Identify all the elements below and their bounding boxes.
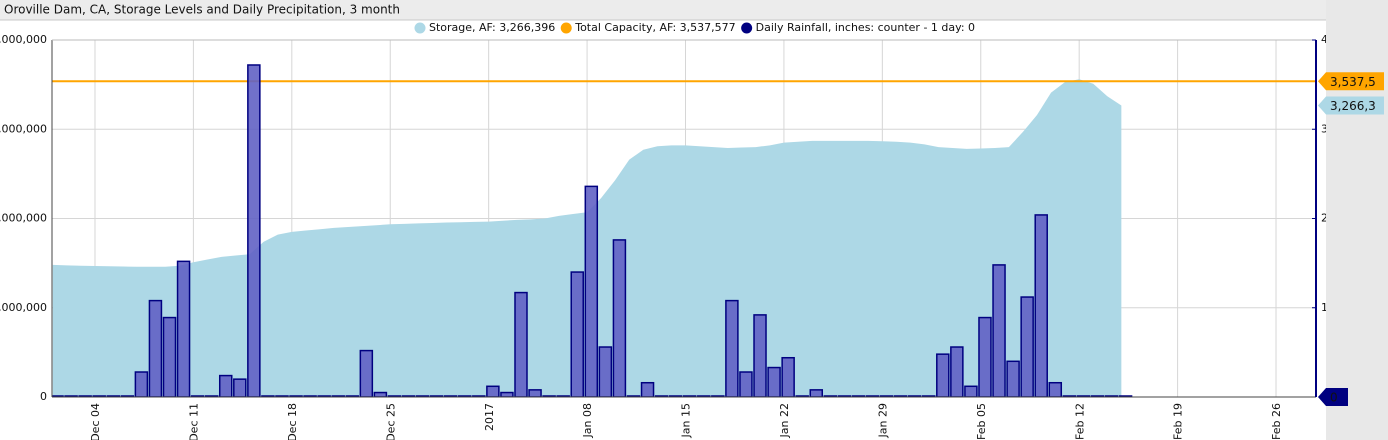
x-tick-label: Jan 15 <box>680 403 693 438</box>
rain-bar <box>978 316 992 397</box>
rain-bar <box>359 349 374 397</box>
y2-tick-label: 3 <box>1321 122 1328 135</box>
legend-label: Daily Rainfall, inches: counter - 1 day:… <box>756 21 975 34</box>
rain-bar <box>148 299 163 397</box>
rain-bar <box>767 366 781 397</box>
value-tag <box>1318 72 1384 91</box>
y-tick-label: 2,000,000 <box>0 212 47 225</box>
x-tick-label: Feb 05 <box>975 403 988 440</box>
x-tick-label: Dec 11 <box>188 403 201 440</box>
value-tag <box>1318 96 1384 115</box>
value-tag-label: 0 <box>1330 391 1338 405</box>
y2-tick-label: 4 <box>1321 33 1328 46</box>
y-tick-label: 4,000,000 <box>0 33 47 46</box>
rain-bar <box>936 353 950 397</box>
rain-bar <box>528 389 542 397</box>
rain-bar <box>612 239 627 397</box>
x-tick-label: Jan 29 <box>876 403 889 438</box>
rain-bar <box>233 378 247 397</box>
title-bar <box>0 0 1326 20</box>
rain-bar <box>570 271 584 397</box>
rain-bar <box>992 264 1006 397</box>
legend-label: Storage, AF: 3,266,396 <box>429 21 555 34</box>
rain-bar <box>1006 360 1020 397</box>
legend-label: Total Capacity, AF: 3,537,577 <box>574 21 735 34</box>
y-tick-label: 1,000,000 <box>0 301 47 314</box>
rain-bar <box>1020 296 1034 397</box>
rain-bar <box>1034 214 1048 397</box>
y-tick-label: 3,000,000 <box>0 122 47 135</box>
y-tick-label: 0 <box>40 390 47 403</box>
rain-bar <box>500 391 514 397</box>
side-panel <box>1326 0 1388 440</box>
legend-marker <box>414 22 426 34</box>
rain-bar <box>1048 381 1063 397</box>
x-tick-label: Jan 22 <box>778 403 791 438</box>
y2-tick-label: 2 <box>1321 212 1328 225</box>
rain-bar <box>950 346 964 397</box>
x-tick-label: Feb 26 <box>1270 403 1283 440</box>
rain-bar <box>176 260 191 397</box>
y2-tick-label: 1 <box>1321 301 1328 314</box>
rain-bar <box>781 356 795 397</box>
value-tag-label: 3,537,5 <box>1330 75 1376 89</box>
rain-bar <box>162 316 177 397</box>
x-tick-label: Dec 18 <box>286 403 299 440</box>
x-tick-label: Feb 19 <box>1172 403 1185 440</box>
rain-bar <box>486 385 500 397</box>
legend-marker <box>741 22 753 34</box>
rain-bar <box>753 314 767 397</box>
x-tick-label: Jan 08 <box>581 403 594 438</box>
rain-bar <box>964 385 978 397</box>
value-tag-label: 3,266,3 <box>1330 99 1376 113</box>
value-tag <box>1318 388 1348 406</box>
rain-bar <box>640 381 655 397</box>
x-tick-label: Dec 04 <box>89 403 102 440</box>
rain-bar <box>739 371 753 397</box>
rain-bar <box>598 346 613 397</box>
rain-bar <box>373 391 388 397</box>
rain-bar <box>725 299 739 397</box>
rain-bar <box>809 389 824 397</box>
chart-title: Oroville Dam, CA, Storage Levels and Dai… <box>4 3 400 17</box>
x-tick-label: 2017 <box>483 403 496 431</box>
x-tick-label: Dec 25 <box>384 403 397 440</box>
rain-bar <box>134 371 149 397</box>
rain-bar <box>514 291 528 397</box>
legend-marker <box>560 22 572 34</box>
rain-bar <box>584 185 599 397</box>
x-tick-label: Feb 12 <box>1073 403 1086 440</box>
rain-bar <box>247 64 261 397</box>
rain-bar <box>218 374 233 397</box>
